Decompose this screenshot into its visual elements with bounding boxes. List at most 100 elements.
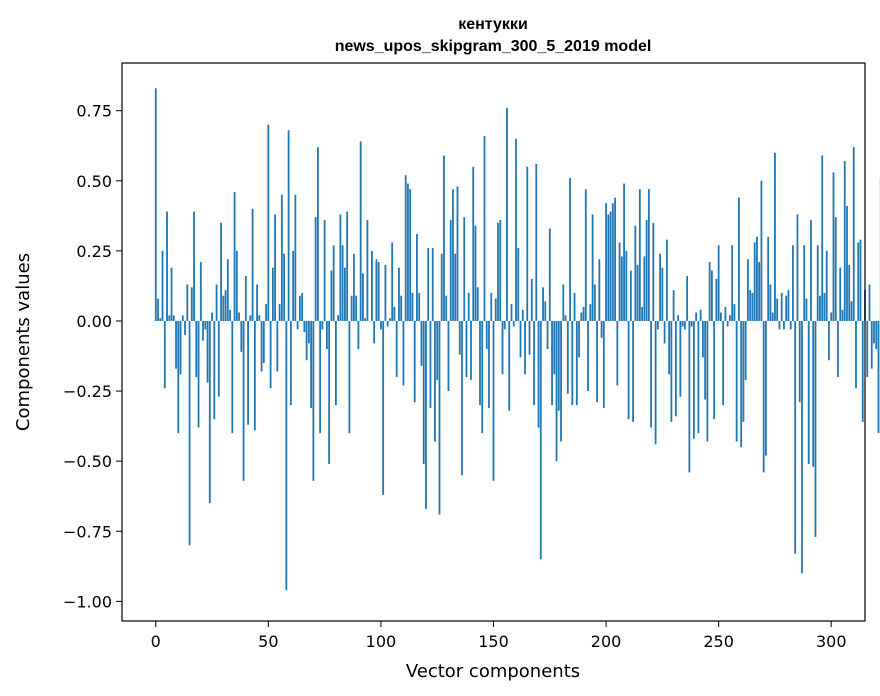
bar [168,315,171,321]
bar [837,320,839,378]
bar [825,250,828,321]
bar [420,320,423,366]
bar [789,320,792,330]
bar [497,222,499,321]
bar [627,320,630,420]
bar [756,236,758,321]
bar [720,312,722,321]
bar [334,320,337,406]
x-tick-label: 250 [703,632,734,651]
bar [582,306,585,321]
bar [629,270,632,321]
bar [355,295,358,321]
bar [647,189,650,321]
bar [569,177,571,321]
bar [179,320,182,375]
bar [632,320,634,422]
bar [229,309,231,321]
bar [652,222,655,321]
bar [848,264,851,321]
bar [375,259,378,321]
bar [395,320,398,378]
bar [303,320,306,333]
x-tick-label: 100 [366,632,397,651]
bar [683,320,686,330]
bar [861,320,864,422]
bar [404,175,407,321]
bar [325,320,328,350]
bar [346,211,349,321]
bar [512,320,515,327]
bar [289,320,292,406]
bar [584,189,587,321]
bar [247,320,249,425]
bar [726,320,729,327]
bar [706,320,709,442]
y-tick-label: 0.25 [76,242,112,261]
bar [688,320,691,473]
bar [510,304,513,321]
bar [575,320,578,406]
bar [298,295,301,321]
bar [154,88,157,321]
bar [801,320,803,574]
bar [562,284,565,321]
bar [256,284,258,321]
bar [323,220,326,321]
x-tick-label: 0 [151,632,161,651]
x-tick-label: 300 [816,632,847,651]
bar [686,276,689,321]
bar [762,320,765,473]
bar [240,320,243,352]
bar [866,320,869,378]
bar [476,287,479,321]
bar [434,320,436,442]
bar [690,320,693,327]
bar [724,306,727,321]
bar [195,320,198,378]
bar [573,292,576,321]
bar [204,320,207,330]
bar [454,253,457,321]
bar [418,292,421,321]
bar [524,320,526,375]
bar [834,217,837,321]
bar [425,320,427,509]
bar [287,130,290,321]
bar [760,180,763,321]
bar [814,320,817,537]
bar [488,320,490,408]
bar [521,309,524,321]
bar [659,253,662,321]
bar [271,267,274,321]
bar [278,304,281,321]
bar [382,320,385,495]
bar [780,292,783,321]
bar [181,315,184,321]
bar [645,220,648,321]
bar [767,236,770,321]
bar [717,245,720,321]
bar [416,234,418,321]
bar [366,220,369,321]
bar [609,211,612,321]
bar [832,172,835,321]
bar [413,320,416,403]
bar [855,320,857,389]
bar [283,253,286,321]
bar [463,217,466,321]
bar [458,320,461,355]
bar [506,107,508,321]
bar [296,320,299,330]
y-tick-label: −1.00 [63,592,112,611]
bar [665,239,668,321]
y-tick-label: −0.25 [63,382,112,401]
plot-frame [121,62,866,622]
bar [175,320,177,369]
bar [215,284,218,321]
bar [449,220,452,321]
bar [643,256,646,321]
bar [830,312,833,321]
bar [220,222,222,321]
bar [742,320,745,422]
